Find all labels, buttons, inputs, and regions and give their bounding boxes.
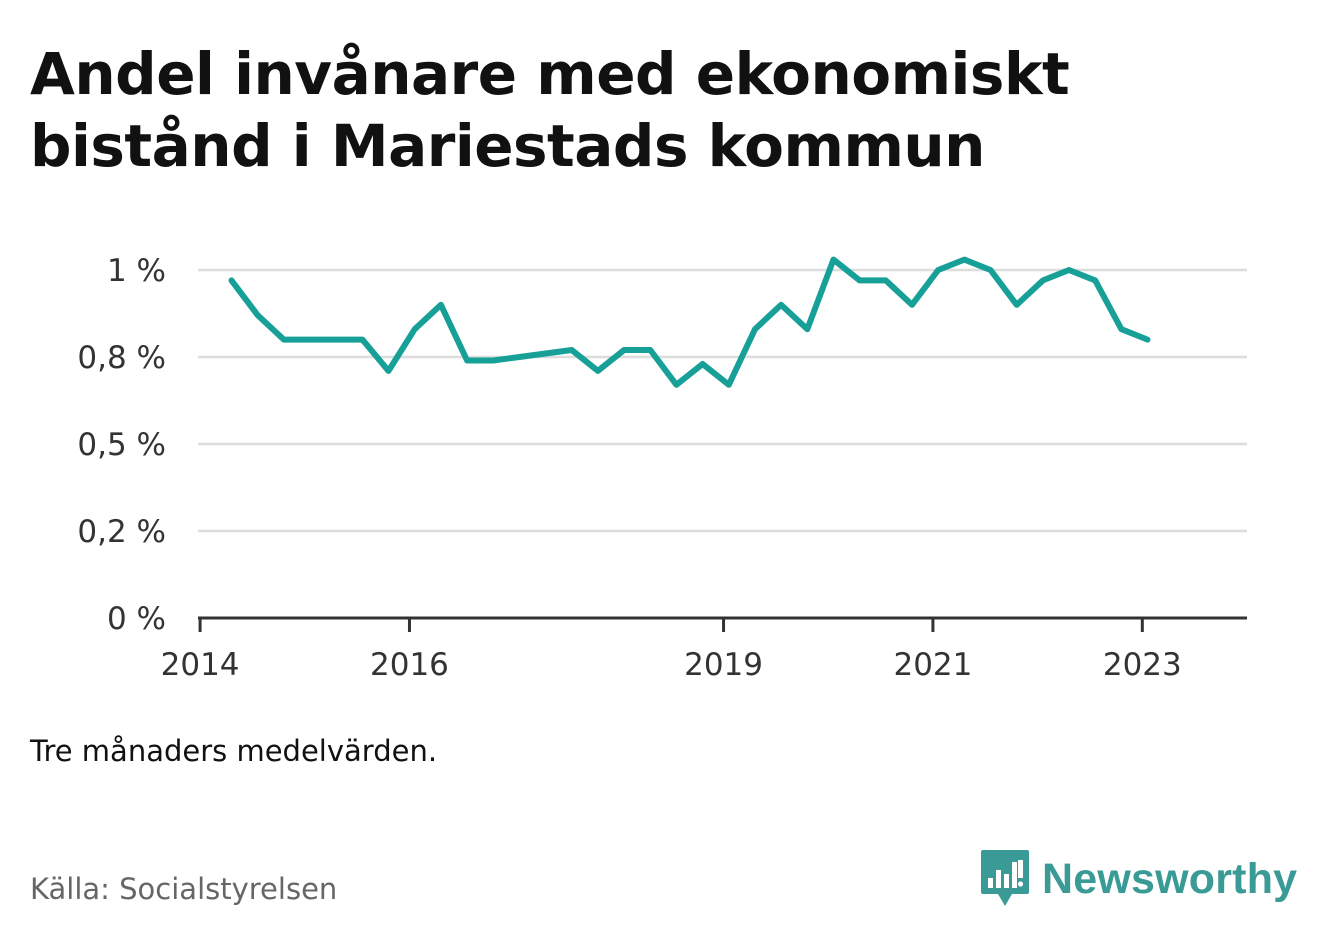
newsworthy-bar-chart-icon — [981, 850, 1029, 906]
x-tick-label: 2016 — [370, 647, 449, 683]
y-tick-label: 0 % — [107, 601, 166, 637]
series-line — [228, 256, 1151, 388]
y-tick-label: 0,2 % — [77, 514, 166, 550]
series-layer — [228, 256, 1151, 388]
x-tick-label: 2023 — [1103, 647, 1182, 683]
x-tick-label: 2019 — [684, 647, 763, 683]
y-tick-label: 0,5 % — [77, 427, 166, 463]
x-tick-label: 2014 — [161, 647, 240, 683]
chart-title: Andel invånare med ekonomiskt bistånd i … — [30, 40, 1070, 180]
x-tick-label: 2021 — [893, 647, 972, 683]
x-axis: 2014 2016 2019 2021 2023 — [161, 616, 1247, 683]
brand-logo[interactable]: Newsworthy — [980, 848, 1297, 910]
y-tick-label: 1 % — [107, 253, 166, 289]
y-axis-tick-labels: 0 % 0,2 % 0,5 % 0,8 % 1 % — [77, 253, 166, 637]
chart-note: Tre månaders medelvärden. — [30, 734, 438, 768]
brand-name: Newsworthy — [1042, 854, 1298, 903]
y-tick-label: 0,8 % — [77, 340, 166, 376]
chart-source: Källa: Socialstyrelsen — [30, 872, 338, 906]
gridlines — [198, 268, 1247, 533]
line-chart: 0 %0,2 %0,5 %0,8 %1 % 2014 2016 2019 2021 20… — [77, 253, 1247, 683]
